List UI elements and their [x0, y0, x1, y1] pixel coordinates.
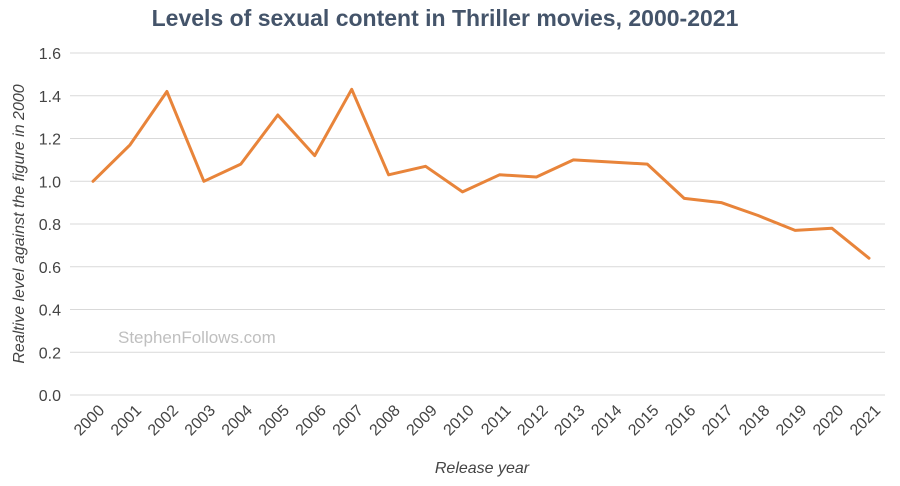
- x-tick-label: 2000: [71, 402, 108, 439]
- x-tick-label: 2008: [367, 402, 404, 439]
- x-tick-label: 2019: [773, 402, 810, 439]
- x-tick-label: 2016: [662, 402, 699, 439]
- x-axis-ticks: 2000 2001 2002 2003 2004 2005 2006 2007 2008 2009…: [71, 402, 884, 439]
- y-tick-label: 0.4: [39, 303, 61, 320]
- x-tick-label: 2004: [219, 402, 256, 439]
- x-tick-label: 2017: [699, 402, 736, 439]
- x-tick-label: 2010: [441, 402, 478, 439]
- y-tick-label: 1.0: [39, 174, 61, 191]
- x-tick-label: 2011: [478, 402, 514, 438]
- y-tick-label: 1.6: [39, 46, 61, 63]
- x-tick-label: 2014: [588, 402, 625, 439]
- chart-title: Levels of sexual content in Thriller mov…: [152, 5, 739, 31]
- x-tick-label: 2001: [108, 402, 145, 439]
- x-tick-label: 2005: [256, 402, 293, 439]
- y-tick-label: 1.2: [39, 132, 61, 149]
- x-tick-label: 2013: [551, 402, 588, 439]
- x-tick-label: 2002: [145, 402, 182, 439]
- y-tick-label: 0.6: [39, 260, 61, 277]
- watermark: StephenFollows.com: [118, 328, 276, 347]
- series-line: [91, 87, 871, 260]
- x-tick-label: 2009: [404, 402, 441, 439]
- y-tick-label: 0.2: [39, 345, 61, 362]
- y-tick-label: 0.8: [39, 217, 61, 234]
- x-tick-label: 2007: [330, 402, 367, 439]
- x-tick-label: 2012: [514, 402, 551, 439]
- x-tick-label: 2003: [182, 402, 219, 439]
- x-tick-label: 2018: [736, 402, 773, 439]
- y-tick-label: 1.4: [39, 89, 61, 106]
- x-tick-label: 2020: [810, 402, 847, 439]
- x-tick-label: 2021: [847, 402, 884, 439]
- x-axis-label: Release year: [435, 460, 530, 477]
- x-tick-label: 2015: [625, 402, 662, 439]
- y-axis-label: Realtive level against the figure in 200…: [11, 84, 28, 363]
- x-tick-label: 2006: [293, 402, 330, 439]
- y-tick-label: 0.0: [39, 388, 61, 405]
- y-axis-ticks: 0.0 0.2 0.4 0.6 0.8 1.0 1.2 1.4 1.6: [39, 46, 61, 405]
